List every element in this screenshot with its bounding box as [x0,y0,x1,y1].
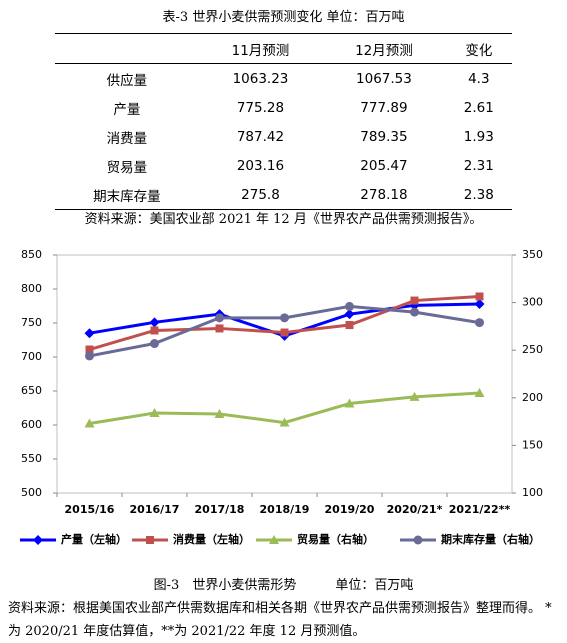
table-cell: 1.93 [463,128,494,145]
figure-source: 资料来源：根据美国农业部产供需数据库和相关各期《世界农产品供需预测报告》整理而得… [8,601,552,639]
header-row: 11月预测 12月预测 变化 [55,33,512,64]
plot-frame [56,254,513,494]
marker [149,317,160,328]
marker [409,391,420,401]
table-row: 消费量 787.42 789.35 1.93 [55,122,512,151]
marker [344,398,355,408]
marker [85,345,94,354]
legend-label: 消费量（左轴） [173,532,250,546]
table-cell: 275.8 [198,180,323,210]
table-row: 供应量 1063.23 1067.53 4.3 [55,64,512,94]
marker [150,339,159,349]
marker [215,313,224,323]
marker [474,298,485,309]
y2-tick-label: 100 [522,486,543,499]
y-tick-label: 650 [21,384,42,397]
y-tick-label: 850 [21,248,42,261]
table-cell: 203.16 [236,157,285,174]
y-tick-label: 700 [21,350,42,363]
table: 11月预测 12月预测 变化供应量 1063.23 1067.53 4.3 产量 775.28… [55,33,512,210]
table-cell: 1067.53 [356,70,412,87]
table-cell: 787.42 [236,128,285,145]
y-tick-label: 800 [21,282,42,295]
marker [149,408,160,418]
x-tick-label: 2019/20 [325,503,375,516]
y-tick-label: 550 [21,452,42,465]
marker [344,309,355,320]
marker [280,313,289,323]
header-cell [55,33,199,64]
chart: 500 550 600 650 700 750 800 850 100 150 200 250 300 3… [20,248,543,546]
header-cell: 11月预测 [198,33,323,64]
y2-tick-label: 350 [522,248,543,261]
table-cell: 2.38 [445,180,512,210]
marker [280,328,289,337]
table-row: 产量 775.28 777.89 2.61 [55,93,512,122]
table-cell: 消费量 [106,130,148,147]
x-tick-label: 2015/16 [65,503,115,516]
header-cell: 12月预测 [322,33,446,64]
table-cell: 贸易量 [106,159,148,176]
marker [345,321,354,330]
y2-tick-label: 200 [522,391,543,404]
legend-label: 贸易量（右轴） [297,532,374,546]
x-tick-label: 2017/18 [195,503,245,516]
marker [84,418,95,428]
table-row: 贸易量 203.16 205.47 2.31 [55,151,512,180]
table-cell: 777.89 [360,99,408,116]
table-cell: 产量 [113,101,141,118]
x-tick-label: 2018/19 [260,503,310,516]
marker [410,307,419,317]
marker [84,328,95,339]
marker [215,324,224,333]
table-row: 期末库存量 275.8 278.18 2.38 [55,180,512,210]
marker [474,388,485,398]
table-cell: 775.28 [236,99,285,116]
y2-tick-label: 250 [522,343,543,356]
table-cell: 期末库存量 [55,180,199,210]
table-cell: 205.47 [360,157,408,174]
marker [214,408,225,418]
y-tick-label: 600 [21,418,42,431]
marker [410,296,419,305]
table-cell: 供应量 [106,72,148,89]
x-tick-label: 2020/21* [387,503,443,516]
marker [345,301,354,311]
table-cell: 1063.23 [232,70,289,87]
legend-label: 期末库存量（右轴） [441,532,540,546]
table-cell: 4.3 [468,70,490,87]
y2-tick-label: 150 [522,438,543,451]
x-tick-label: 2021/22** [449,503,511,516]
marker [33,535,43,545]
table-cell: 2.31 [463,157,494,174]
marker [269,535,279,544]
marker [150,326,159,335]
table-source: 资料来源：美国农业部 2021 年 12 月《世界农产品供需预测报告》。 [84,212,483,227]
marker [475,318,484,328]
y-tick-label: 750 [21,316,42,329]
marker [279,417,290,427]
table-cell: 789.35 [360,128,408,145]
x-tick-label: 2016/17 [130,503,180,516]
legend-label: 产量（左轴） [61,532,127,546]
marker [146,536,154,544]
figure-caption: 图-3 世界小麦供需形势 单位：百万吨 [153,578,414,593]
y-tick-label: 500 [21,486,42,499]
header-cell: 变化 [445,33,512,64]
table-title: 表-3 世界小麦供需预测变化 单位：百万吨 [162,10,405,25]
marker [475,292,484,301]
y2-tick-label: 300 [522,296,543,309]
marker [85,351,94,361]
marker [413,535,423,545]
table-cell: 278.18 [322,180,446,210]
table-cell: 2.61 [463,99,494,116]
